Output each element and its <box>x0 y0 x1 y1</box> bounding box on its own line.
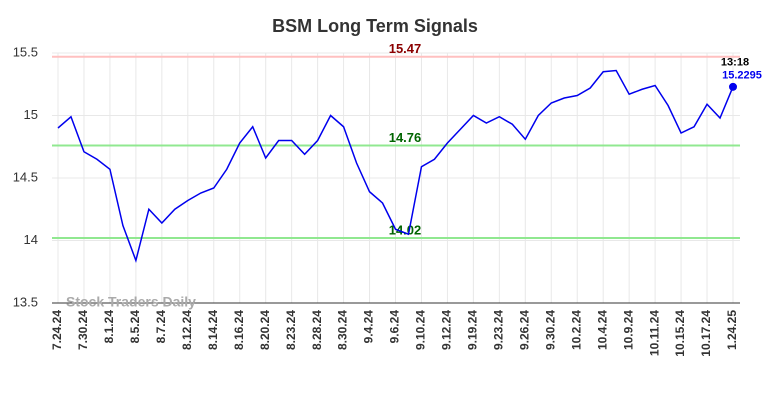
x-tick-label: 8.28.24 <box>310 310 324 350</box>
x-tick-label: 10.2.24 <box>569 310 583 350</box>
y-tick-label: 13.5 <box>13 294 38 309</box>
series-line <box>57 69 734 264</box>
x-tick-label: 10.4.24 <box>595 310 609 350</box>
x-tick-label: 8.16.24 <box>232 310 246 350</box>
level-label: 14.76 <box>389 130 422 145</box>
x-tick-label: 1.24.25 <box>725 310 739 350</box>
x-tick-label: 9.4.24 <box>362 310 376 344</box>
y-tick-label: 14.5 <box>13 169 38 184</box>
x-tick-label: 7.24.24 <box>50 310 64 350</box>
x-tick-label: 8.1.24 <box>102 310 116 344</box>
x-tick-label: 10.15.24 <box>673 310 687 357</box>
x-tick-label: 8.30.24 <box>336 310 350 350</box>
x-tick-label: 7.30.24 <box>76 310 90 350</box>
x-tick-label: 9.23.24 <box>492 310 506 350</box>
x-tick-label: 10.17.24 <box>699 310 713 357</box>
x-tick-label: 9.30.24 <box>543 310 557 350</box>
x-tick-label: 10.9.24 <box>621 310 635 350</box>
last-point <box>729 82 737 91</box>
level-label: 14.02 <box>389 222 422 237</box>
x-tick-label: 8.23.24 <box>284 310 298 350</box>
x-tick-label: 8.7.24 <box>154 310 168 344</box>
x-tick-label: 9.10.24 <box>414 310 428 350</box>
watermark: Stock Traders Daily <box>66 294 196 310</box>
x-tick-label: 10.11.24 <box>647 310 661 356</box>
x-tick-label: 9.6.24 <box>388 310 402 344</box>
y-tick-label: 14 <box>24 232 38 247</box>
y-tick-label: 15.5 <box>13 44 38 59</box>
x-tick-label: 8.5.24 <box>128 310 142 344</box>
x-tick-label: 9.12.24 <box>440 310 454 350</box>
x-tick-label: 8.14.24 <box>206 310 220 350</box>
chart-title: BSM Long Term Signals <box>272 16 478 36</box>
last-value-label: 15.2295 <box>722 70 762 82</box>
last-time-label: 13:18 <box>721 57 749 69</box>
x-tick-label: 9.26.24 <box>517 310 531 350</box>
x-tick-label: 9.19.24 <box>466 310 480 350</box>
x-tick-label: 8.20.24 <box>258 310 272 350</box>
level-label: 15.47 <box>389 41 422 56</box>
y-tick-label: 15 <box>24 107 38 122</box>
x-tick-label: 8.12.24 <box>180 310 194 350</box>
